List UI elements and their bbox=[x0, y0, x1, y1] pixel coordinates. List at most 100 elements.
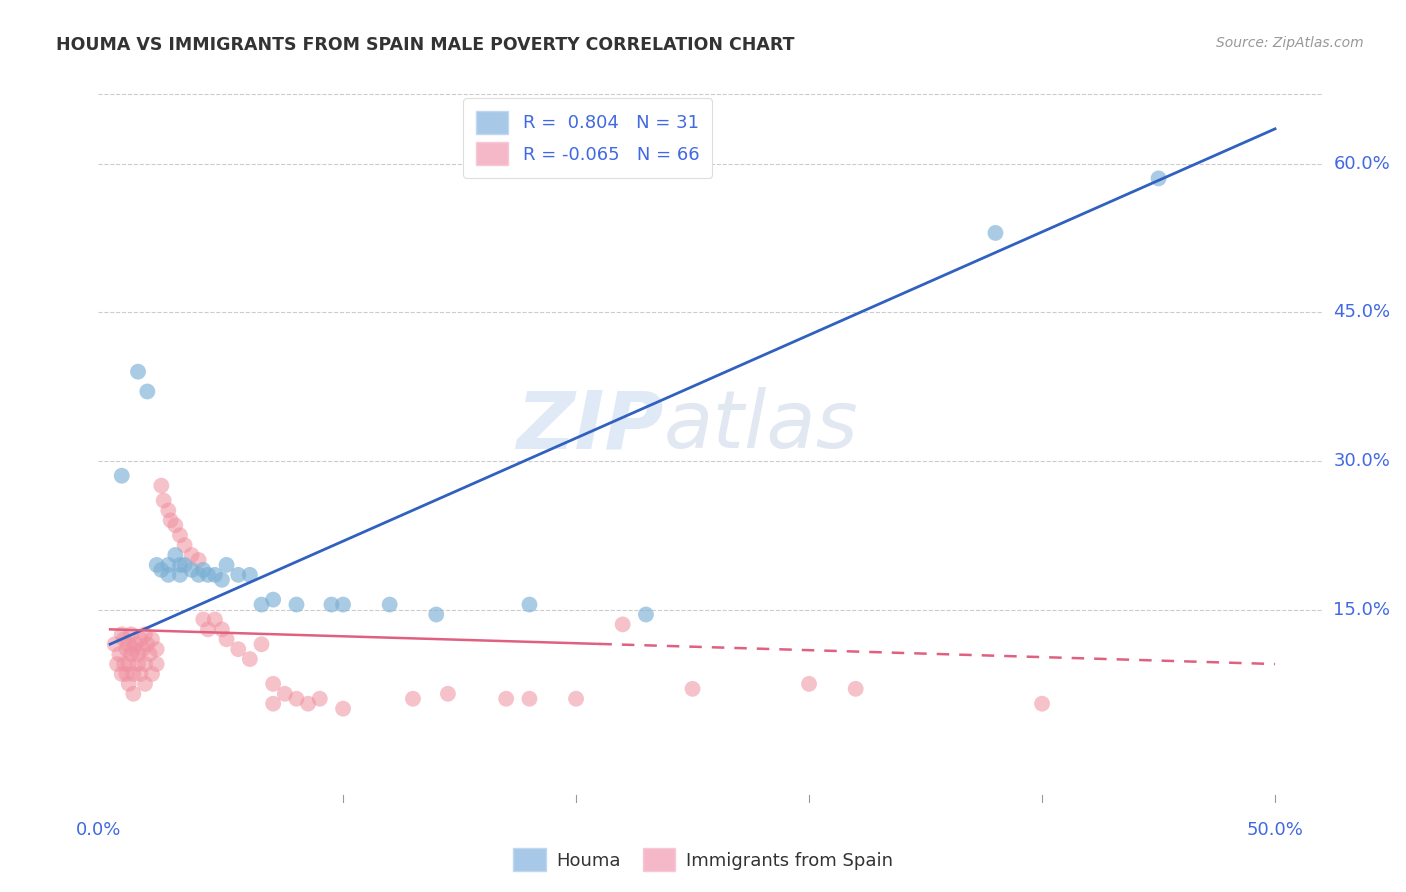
Point bbox=[565, 691, 588, 706]
Text: 60.0%: 60.0% bbox=[1333, 154, 1391, 172]
Point bbox=[129, 632, 152, 647]
Point bbox=[187, 553, 209, 567]
Text: 50.0%: 50.0% bbox=[1247, 821, 1303, 838]
Point bbox=[187, 567, 209, 582]
Point bbox=[131, 642, 153, 657]
Point bbox=[145, 642, 167, 657]
Point bbox=[173, 538, 195, 552]
Text: ZIP: ZIP bbox=[516, 387, 664, 465]
Point bbox=[104, 637, 127, 651]
Point bbox=[111, 627, 134, 641]
Point bbox=[127, 647, 149, 661]
Point bbox=[118, 637, 141, 651]
Point bbox=[215, 632, 238, 647]
Point bbox=[984, 226, 1007, 240]
Point bbox=[145, 558, 167, 572]
Point bbox=[193, 563, 215, 577]
Point bbox=[127, 657, 149, 671]
Point bbox=[612, 617, 634, 632]
Point bbox=[134, 677, 156, 691]
Point bbox=[125, 637, 148, 651]
Point bbox=[211, 573, 233, 587]
Point bbox=[152, 493, 174, 508]
Point bbox=[134, 657, 156, 671]
Point bbox=[134, 627, 156, 641]
Point bbox=[118, 657, 141, 671]
Point bbox=[157, 503, 180, 517]
Point bbox=[437, 687, 460, 701]
Point bbox=[204, 612, 226, 626]
Point bbox=[262, 677, 284, 691]
Point bbox=[332, 701, 354, 715]
Point bbox=[211, 623, 233, 637]
Point bbox=[519, 598, 541, 612]
Point bbox=[845, 681, 868, 696]
Point bbox=[115, 667, 138, 681]
Point bbox=[150, 478, 173, 492]
Text: 15.0%: 15.0% bbox=[1333, 600, 1391, 618]
Text: 45.0%: 45.0% bbox=[1333, 303, 1391, 321]
Point bbox=[165, 518, 187, 533]
Point bbox=[145, 657, 167, 671]
Point bbox=[150, 563, 173, 577]
Point bbox=[115, 642, 138, 657]
Point bbox=[226, 567, 249, 582]
Point bbox=[105, 657, 128, 671]
Text: atlas: atlas bbox=[664, 387, 858, 465]
Point bbox=[402, 691, 425, 706]
Point bbox=[285, 598, 308, 612]
Point bbox=[193, 612, 215, 626]
Point bbox=[112, 632, 135, 647]
Point bbox=[634, 607, 657, 622]
Point bbox=[239, 567, 262, 582]
Point bbox=[122, 642, 145, 657]
Point bbox=[682, 681, 704, 696]
Point bbox=[332, 598, 354, 612]
Point bbox=[141, 632, 163, 647]
Point bbox=[797, 677, 820, 691]
Point bbox=[111, 468, 134, 483]
Point bbox=[262, 697, 284, 711]
Point bbox=[297, 697, 319, 711]
Point bbox=[204, 567, 226, 582]
Point bbox=[250, 637, 273, 651]
Point bbox=[127, 365, 149, 379]
Point bbox=[180, 548, 202, 562]
Point bbox=[159, 513, 181, 527]
Point bbox=[136, 384, 159, 399]
Point bbox=[112, 657, 135, 671]
Point bbox=[425, 607, 447, 622]
Text: Source: ZipAtlas.com: Source: ZipAtlas.com bbox=[1216, 36, 1364, 50]
Point bbox=[122, 667, 145, 681]
Point bbox=[118, 677, 141, 691]
Point bbox=[108, 647, 131, 661]
Point bbox=[122, 687, 145, 701]
Point bbox=[120, 647, 142, 661]
Point bbox=[250, 598, 273, 612]
Point bbox=[169, 567, 191, 582]
Point bbox=[180, 563, 202, 577]
Point bbox=[197, 623, 219, 637]
Point bbox=[138, 647, 160, 661]
Point bbox=[120, 627, 142, 641]
Point bbox=[321, 598, 343, 612]
Point bbox=[495, 691, 517, 706]
Point bbox=[165, 548, 187, 562]
Point bbox=[239, 652, 262, 666]
Point bbox=[169, 528, 191, 542]
Text: 30.0%: 30.0% bbox=[1333, 452, 1391, 470]
Legend: Houma, Immigrants from Spain: Houma, Immigrants from Spain bbox=[506, 841, 900, 879]
Point bbox=[378, 598, 401, 612]
Point bbox=[157, 558, 180, 572]
Point bbox=[111, 667, 134, 681]
Point bbox=[274, 687, 297, 701]
Point bbox=[129, 667, 152, 681]
Point bbox=[141, 667, 163, 681]
Legend: R =  0.804   N = 31, R = -0.065   N = 66: R = 0.804 N = 31, R = -0.065 N = 66 bbox=[464, 98, 711, 178]
Text: HOUMA VS IMMIGRANTS FROM SPAIN MALE POVERTY CORRELATION CHART: HOUMA VS IMMIGRANTS FROM SPAIN MALE POVE… bbox=[56, 36, 794, 54]
Point bbox=[173, 558, 195, 572]
Point bbox=[1031, 697, 1053, 711]
Point bbox=[519, 691, 541, 706]
Point bbox=[169, 558, 191, 572]
Point bbox=[215, 558, 238, 572]
